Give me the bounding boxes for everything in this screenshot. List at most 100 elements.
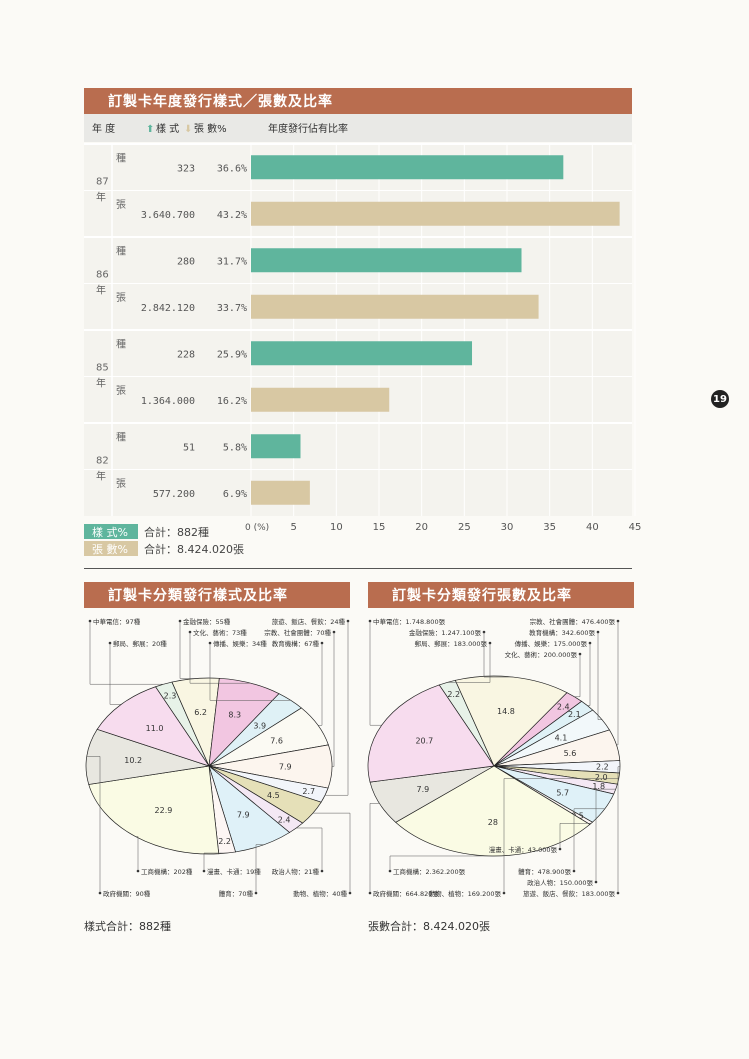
x-tick-label: 30 xyxy=(501,522,514,533)
callout-label: 工商機構：202種 xyxy=(141,867,193,876)
callout-line xyxy=(135,836,139,871)
callout-label: 漫畫、卡通：43.000張 xyxy=(489,845,558,854)
callout-label: 政府機關：90種 xyxy=(103,889,151,898)
header-style-arrow: ⬆ xyxy=(146,124,154,135)
pie-slice-label: 5.7 xyxy=(556,789,569,798)
pie-chart-counts: 2.214.8 2.42.14.15.62.22.01.85.70.5287.92… xyxy=(367,617,621,898)
callout-label: 體育：70種 xyxy=(219,889,254,898)
x-tick-label: 25 xyxy=(458,522,471,533)
callout-label: 動物、植物：169.200張 xyxy=(429,889,502,898)
year-label: 87 xyxy=(96,177,109,188)
pie-slice-label: 7.9 xyxy=(237,811,250,820)
year-suffix: 年 xyxy=(96,284,106,297)
row-pct: 6.9% xyxy=(223,489,247,500)
pie-slice-label: 7.9 xyxy=(417,785,430,794)
row-pct: 31.7% xyxy=(217,256,247,267)
callout-line xyxy=(318,643,323,726)
pie-slice-label: 6.2 xyxy=(194,708,207,717)
callout-line xyxy=(597,632,602,720)
callout-label: 郵局、郵展：20種 xyxy=(113,640,167,648)
header-count-arrow: ⬇ xyxy=(184,124,192,135)
bar-style xyxy=(251,341,473,366)
row-pct: 16.2% xyxy=(217,396,247,407)
callout-dot xyxy=(348,891,352,895)
row-kind: 種 xyxy=(116,337,126,350)
callout-label: 傳播、娛樂：175.000張 xyxy=(515,639,588,648)
callout-label: 漫畫、卡通：19種 xyxy=(207,867,261,876)
pie-slice-label: 1.8 xyxy=(592,782,605,791)
row-kind: 種 xyxy=(116,151,126,164)
row-pct: 25.9% xyxy=(217,349,247,360)
callout-line xyxy=(573,808,605,871)
header-style: 樣 式 xyxy=(156,122,179,135)
pie-slice-label: 4.1 xyxy=(555,733,568,742)
row-value: 51 xyxy=(183,442,195,453)
callout-line xyxy=(86,756,101,893)
callout-line xyxy=(447,643,491,683)
callout-label: 政治人物：150.000張 xyxy=(527,878,593,887)
pie-slice-label: 3.9 xyxy=(253,721,266,730)
callout-line xyxy=(595,788,616,882)
row-kind: 張 xyxy=(116,292,126,304)
callout-dot xyxy=(254,891,258,895)
callout-label: 文化、藝術：200.000張 xyxy=(505,650,578,659)
pie-slice xyxy=(88,765,220,855)
callout-label: 金融保險：1.247.100張 xyxy=(409,628,482,637)
callout-line xyxy=(617,766,620,893)
callout-label: 文化、藝術：73種 xyxy=(193,628,247,637)
callout-label: 政治人物：21種 xyxy=(272,867,320,876)
pie-slice-label: 2.2 xyxy=(218,837,231,846)
row-value: 323 xyxy=(177,163,195,174)
row-value: 3.640.700 xyxy=(141,210,195,221)
callout-label: 傳播、娛樂：34種 xyxy=(213,639,267,648)
bar-style xyxy=(251,155,564,180)
callout-label: 中華電信：1.748.800張 xyxy=(373,617,446,626)
bar-style xyxy=(251,434,301,459)
row-kind: 張 xyxy=(116,199,126,211)
callout-dot xyxy=(594,880,598,884)
bar-count xyxy=(251,387,390,412)
row-pct: 33.7% xyxy=(217,303,247,314)
pie-slice-label: 2.4 xyxy=(278,815,291,824)
x-tick-label: 20 xyxy=(415,522,428,533)
legend-style-total: 合計：882種 xyxy=(144,526,209,539)
pie-slice-label: 14.8 xyxy=(497,707,515,716)
callout-line xyxy=(89,621,164,685)
pie-slice-label: 0.5 xyxy=(571,811,584,820)
x-tick-label: 45 xyxy=(629,522,642,533)
legend-count-swatch: 張 數% xyxy=(84,541,138,556)
x-tick-label: 40 xyxy=(586,522,599,533)
pie-slice xyxy=(367,684,495,783)
callout-dot xyxy=(616,891,620,895)
year-suffix: 年 xyxy=(96,191,106,204)
row-pct: 43.2% xyxy=(217,210,247,221)
year-label: 82 xyxy=(96,456,109,467)
pie-slice-label: 7.6 xyxy=(270,737,283,746)
x-tick-label: 5 xyxy=(290,522,296,533)
callout-label: 宗教、社會團體：70種 xyxy=(264,628,331,637)
bar-count xyxy=(251,480,310,505)
pie-slice-label: 28 xyxy=(488,818,498,827)
row-pct: 36.6% xyxy=(217,163,247,174)
callout-label: 教育機構：67種 xyxy=(272,639,320,648)
pie-slice xyxy=(395,765,591,857)
x-tick-label: 35 xyxy=(543,522,556,533)
callout-line xyxy=(574,654,581,698)
callout-label: 體育：478.900張 xyxy=(518,867,571,876)
pie1-title: 訂製卡分類發行樣式及比率 xyxy=(84,582,350,608)
bar-chart-title: 訂製卡年度發行樣式／張數及比率 xyxy=(84,88,632,114)
callout-line xyxy=(296,827,323,871)
pie2-title: 訂製卡分類發行張數及比率 xyxy=(368,582,634,608)
x-tick-origin: 0 (%) xyxy=(245,523,269,533)
pie-slice-label: 22.9 xyxy=(155,806,173,815)
pie-slice-label: 2.4 xyxy=(557,702,570,711)
header-year: 年 度 xyxy=(92,122,115,135)
pie-slice-label: 11.0 xyxy=(146,724,164,733)
header-bar-col: 年度發行佔有比率 xyxy=(268,122,348,135)
callout-label: 政府機關：664.820張 xyxy=(373,889,439,898)
pie-slice-label: 2.2 xyxy=(596,763,609,772)
callout-line xyxy=(616,621,619,746)
callout-line xyxy=(331,632,335,767)
callout-label: 旅遊、飯店、餐飲：24種 xyxy=(272,617,346,626)
